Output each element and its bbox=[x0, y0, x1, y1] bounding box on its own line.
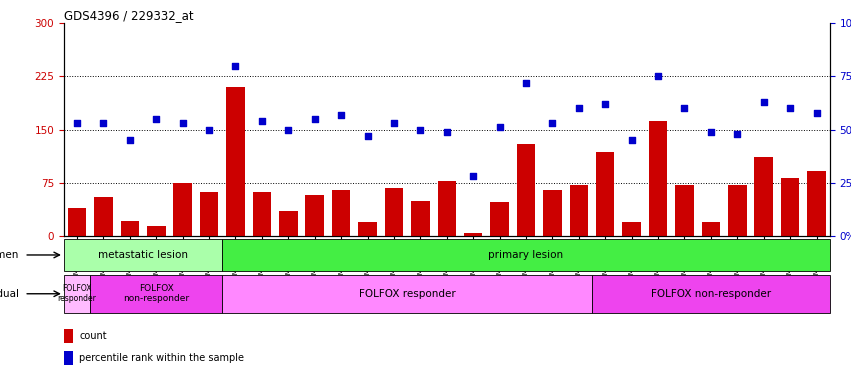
Point bbox=[150, 116, 163, 122]
Point bbox=[255, 118, 269, 124]
Point bbox=[809, 109, 823, 116]
Bar bbox=[596, 152, 614, 236]
Point bbox=[308, 116, 322, 122]
Bar bbox=[226, 87, 245, 236]
Bar bbox=[279, 211, 298, 236]
Text: individual: individual bbox=[0, 289, 19, 299]
Bar bbox=[592, 275, 830, 313]
Bar bbox=[64, 239, 222, 271]
Bar bbox=[94, 197, 112, 236]
Text: metastatic lesion: metastatic lesion bbox=[98, 250, 188, 260]
Bar bbox=[543, 190, 562, 236]
Bar bbox=[781, 178, 799, 236]
Bar bbox=[755, 157, 773, 236]
Point bbox=[466, 174, 480, 180]
Bar bbox=[332, 190, 351, 236]
Point bbox=[677, 105, 691, 111]
Bar bbox=[222, 275, 592, 313]
Text: specimen: specimen bbox=[0, 250, 19, 260]
Bar bbox=[68, 208, 86, 236]
Bar bbox=[490, 202, 509, 236]
Bar bbox=[808, 171, 825, 236]
Bar bbox=[222, 239, 830, 271]
Bar bbox=[358, 222, 377, 236]
Bar bbox=[64, 275, 90, 313]
Point bbox=[361, 133, 374, 139]
Text: FOLFOX
responder: FOLFOX responder bbox=[58, 284, 96, 303]
Point bbox=[625, 137, 638, 143]
Bar bbox=[306, 195, 324, 236]
Point bbox=[203, 127, 216, 133]
Point bbox=[598, 101, 612, 107]
Bar bbox=[147, 225, 165, 236]
Point bbox=[334, 112, 348, 118]
Point bbox=[519, 79, 533, 86]
Point bbox=[440, 129, 454, 135]
Bar bbox=[121, 220, 139, 236]
Bar bbox=[174, 183, 192, 236]
Bar bbox=[648, 121, 667, 236]
Text: GDS4396 / 229332_at: GDS4396 / 229332_at bbox=[64, 9, 193, 22]
Text: primary lesion: primary lesion bbox=[488, 250, 563, 260]
Text: FOLFOX responder: FOLFOX responder bbox=[359, 289, 455, 299]
Point bbox=[704, 129, 717, 135]
Point bbox=[545, 120, 559, 126]
Bar bbox=[64, 351, 73, 365]
Point bbox=[97, 120, 111, 126]
Bar bbox=[437, 181, 456, 236]
Point bbox=[651, 73, 665, 79]
Bar bbox=[622, 222, 641, 236]
Point bbox=[493, 124, 506, 131]
Text: FOLFOX
non-responder: FOLFOX non-responder bbox=[123, 284, 189, 303]
Text: count: count bbox=[79, 331, 107, 341]
Bar bbox=[90, 275, 222, 313]
Point bbox=[414, 127, 427, 133]
Bar bbox=[728, 185, 746, 236]
Bar bbox=[411, 200, 430, 236]
Bar bbox=[64, 329, 73, 343]
Point bbox=[229, 63, 243, 69]
Bar bbox=[385, 188, 403, 236]
Bar bbox=[517, 144, 535, 236]
Point bbox=[123, 137, 137, 143]
Point bbox=[572, 105, 585, 111]
Text: percentile rank within the sample: percentile rank within the sample bbox=[79, 353, 244, 363]
Bar bbox=[200, 192, 219, 236]
Bar bbox=[675, 185, 694, 236]
Point bbox=[282, 127, 295, 133]
Point bbox=[387, 120, 401, 126]
Bar bbox=[253, 192, 271, 236]
Text: FOLFOX non-responder: FOLFOX non-responder bbox=[651, 289, 771, 299]
Bar bbox=[701, 222, 720, 236]
Point bbox=[730, 131, 744, 137]
Point bbox=[757, 99, 770, 105]
Point bbox=[176, 120, 190, 126]
Point bbox=[71, 120, 84, 126]
Bar bbox=[464, 233, 483, 236]
Point bbox=[783, 105, 797, 111]
Bar bbox=[569, 185, 588, 236]
